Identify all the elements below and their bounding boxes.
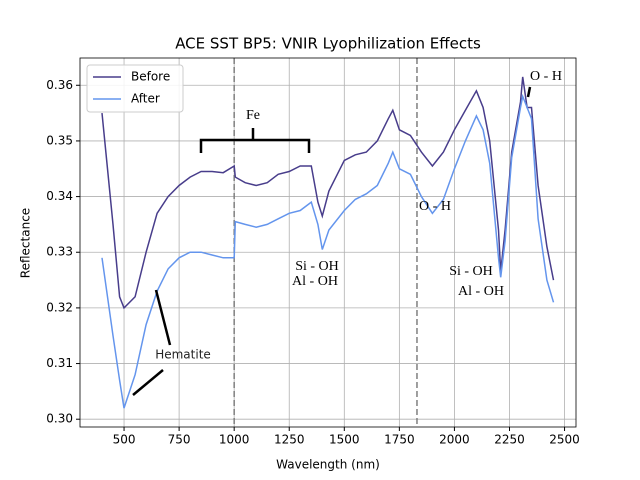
- annotation: Si - OH: [295, 259, 339, 274]
- x-tick-label: 1500: [329, 433, 360, 447]
- x-tick-label: 2500: [549, 433, 580, 447]
- annotation: Si - OH: [449, 264, 493, 279]
- bracket: [199, 138, 311, 153]
- y-tick-label: 0.33: [46, 245, 73, 259]
- annotation: Al - OH: [292, 274, 338, 289]
- annotation: Hematite: [155, 348, 211, 362]
- x-tick-label: 1000: [219, 433, 250, 447]
- legend-label: Before: [131, 70, 170, 84]
- legend-label: After: [131, 92, 160, 106]
- x-tick-label: 1750: [384, 433, 415, 447]
- grid: [80, 58, 576, 427]
- y-tick-label: 0.30: [46, 412, 73, 426]
- x-tick-label: 2000: [439, 433, 470, 447]
- arrow: [526, 86, 532, 98]
- legend: Before After: [86, 64, 184, 113]
- arrow: [132, 369, 164, 396]
- arrow: [154, 289, 172, 346]
- plot-frame: [79, 57, 577, 428]
- annotation: O - H: [530, 69, 562, 84]
- annotation: O - H: [419, 199, 451, 214]
- x-tick-label: 500: [113, 433, 136, 447]
- x-tick-label: 2250: [494, 433, 525, 447]
- lines: [101, 58, 555, 427]
- annotation: Al - OH: [458, 284, 504, 299]
- x-tick-label: 750: [168, 433, 191, 447]
- x-tick-label: 1250: [274, 433, 305, 447]
- y-tick-label: 0.32: [46, 300, 73, 314]
- data-line: [101, 76, 555, 310]
- chart-title: ACE SST BP5: VNIR Lyophilization Effects: [175, 35, 481, 53]
- x-axis-label: Wavelength (nm): [276, 458, 380, 472]
- y-tick-label: 0.36: [46, 78, 73, 92]
- y-axis-label: Reflectance: [19, 208, 33, 278]
- y-tick-label: 0.35: [46, 133, 73, 147]
- data-line: [101, 93, 555, 409]
- annotation: Fe: [246, 108, 260, 123]
- y-tick-label: 0.34: [46, 189, 73, 203]
- y-tick-label: 0.31: [46, 356, 73, 370]
